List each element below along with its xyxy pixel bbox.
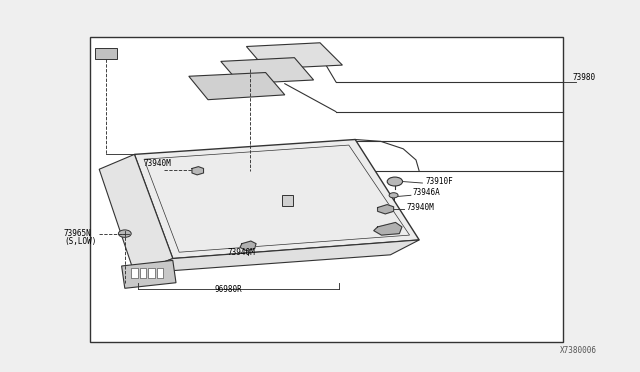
Text: 73965N: 73965N (64, 229, 92, 238)
Text: 73940M: 73940M (144, 158, 172, 167)
Bar (90, 37, 563, 342)
Circle shape (387, 177, 403, 186)
Polygon shape (240, 241, 256, 251)
Text: (S,LOW): (S,LOW) (64, 237, 97, 246)
Circle shape (118, 230, 131, 237)
Bar (131, 268, 138, 278)
Polygon shape (134, 240, 419, 273)
Text: 73910F: 73910F (426, 177, 453, 186)
Text: 73940M: 73940M (406, 203, 434, 212)
Polygon shape (192, 167, 204, 175)
Polygon shape (221, 58, 314, 84)
Circle shape (389, 193, 398, 198)
Polygon shape (99, 154, 173, 273)
Bar (157, 268, 163, 278)
Polygon shape (134, 140, 419, 259)
Text: X7380006: X7380006 (560, 346, 597, 355)
Text: 73946A: 73946A (413, 188, 440, 197)
Text: 96980R: 96980R (214, 285, 242, 294)
Bar (282, 195, 293, 206)
Text: 73980: 73980 (573, 73, 596, 82)
Polygon shape (122, 260, 176, 288)
Bar (148, 268, 155, 278)
Polygon shape (378, 205, 394, 214)
Text: 73940M: 73940M (227, 248, 255, 257)
Bar (95, 48, 117, 59)
Polygon shape (189, 73, 285, 100)
Polygon shape (374, 222, 402, 235)
Polygon shape (246, 43, 342, 69)
Bar (140, 268, 146, 278)
